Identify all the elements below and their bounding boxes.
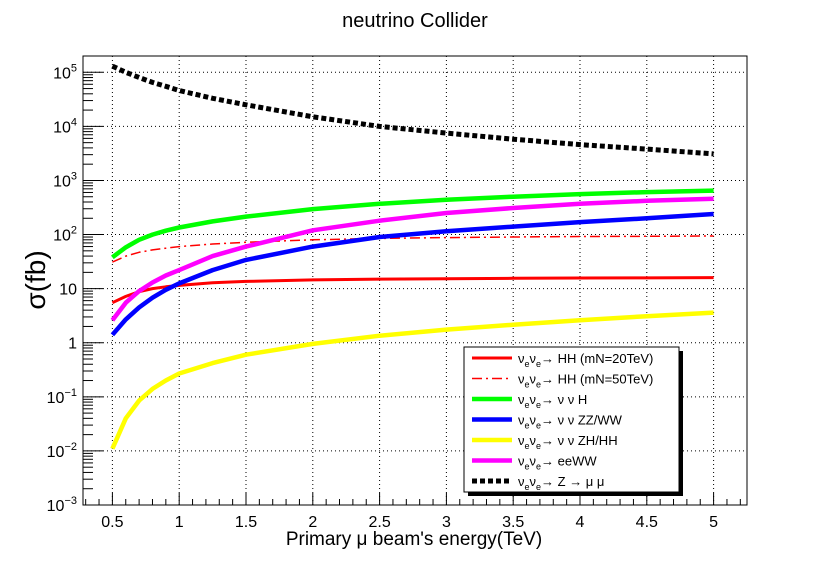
y-tick-exponent: 5 [71,62,77,74]
y-tick-base: 10 [53,173,71,190]
legend-label: νeνe→ eeWW [518,454,597,472]
y-tick-base: 10 [47,444,65,461]
legend-text: → eeWW [541,454,597,469]
legend-nu: ν [530,392,537,407]
legend-nu: ν [530,474,537,489]
legend-sub: e [525,441,530,451]
series-line [111,188,714,260]
legend-sub: e [525,380,530,390]
legend-sub: e [536,400,541,410]
y-tick-base: 10 [53,119,71,136]
legend-sub: e [525,359,530,369]
legend: νeνe→ HH (mN=20TeV)νeνe→ HH (mN=50TeV)νe… [463,346,683,496]
x-tick-label: 1 [175,514,184,531]
y-tick-label: 102 [53,225,77,245]
legend-label: νeνe→ ν ν H [518,392,587,410]
legend-sub: e [536,421,541,431]
legend-nu: ν [530,433,537,448]
x-tick-label: 2.5 [368,514,390,531]
x-tick-label: 1.5 [235,514,257,531]
chart-title: neutrino Collider [342,10,488,32]
legend-sub: e [525,400,530,410]
y-tick-label: 1 [68,336,77,353]
y-tick-label: 105 [53,62,77,82]
legend-sub: e [536,359,541,369]
legend-nu: ν [518,474,525,489]
y-tick-base: 10 [53,65,71,82]
y-tick-label: 10−2 [47,441,77,461]
y-tick-label: 10 [59,282,77,299]
legend-nu: ν [518,454,525,469]
legend-sub: e [536,462,541,472]
x-tick-label: 5 [709,514,718,531]
legend-nu: ν [530,454,537,469]
y-tick-exponent: 3 [71,170,77,182]
legend-sub: e [525,421,530,431]
series-layer [110,63,714,450]
series-line [110,196,714,322]
y-tick-label: 104 [53,116,77,136]
y-tick-base: 10 [47,390,65,407]
series-line [111,276,714,305]
legend-text: → Z → μ μ [541,474,604,489]
series-line [110,211,714,337]
legend-label: νeνe→ ν ν ZH/HH [518,433,618,451]
legend-sub: e [536,441,541,451]
x-tick-label: 3 [442,514,451,531]
legend-label: νeνe→ HH (mN=20TeV) [518,351,653,369]
legend-text: → ν ν ZZ/WW [541,413,623,428]
legend-nu: ν [518,433,525,448]
legend-sub: e [536,482,541,492]
y-axis-label: σ(fb) [20,250,51,309]
plot-frame [82,55,748,506]
y-tick-label: 10−3 [47,495,77,515]
y-tick-base: 10 [47,498,65,515]
legend-label: νeνe→ HH (mN=50TeV) [518,372,653,390]
legend-nu: ν [530,372,537,387]
legend-sub: e [525,462,530,472]
x-tick-label: 0.5 [101,514,123,531]
x-tick-label: 4.5 [636,514,658,531]
y-tick-label: 103 [53,170,77,190]
y-tick-exponent: −3 [64,495,77,507]
y-tick-base: 10 [53,228,71,245]
y-tick-label: 10−1 [47,387,77,407]
legend-nu: ν [518,351,525,366]
y-tick-exponent: −2 [64,441,77,453]
x-tick-labels: 0.5 1 1.5 2 2.5 3 3.5 4 4.5 5 [101,514,718,531]
legend-sub: e [536,380,541,390]
legend-sub: e [525,482,530,492]
legend-nu: ν [518,372,525,387]
legend-text: → ν ν H [541,392,587,407]
legend-label: νeνe→ Z → μ μ [518,474,604,492]
x-tick-label: 3.5 [502,514,524,531]
series-line [110,310,714,450]
x-tick-label: 2 [308,514,317,531]
legend-text: → HH (mN=50TeV) [541,372,653,387]
y-tick-exponent: −1 [64,387,77,399]
legend-text: → HH (mN=20TeV) [541,351,653,366]
x-tick-label: 4 [576,514,585,531]
legend-nu: ν [518,392,525,407]
x-axis-label: Primary μ beam's energy(TeV) [286,529,542,550]
y-tick-exponent: 2 [71,225,77,237]
y-tick-exponent: 4 [71,116,77,128]
legend-text: → ν ν ZH/HH [541,433,618,448]
series-line [111,63,714,157]
legend-label: νeνe→ ν ν ZZ/WW [518,413,623,431]
legend-nu: ν [518,413,525,428]
legend-nu: ν [530,351,537,366]
series-line [112,235,714,263]
legend-nu: ν [530,413,537,428]
